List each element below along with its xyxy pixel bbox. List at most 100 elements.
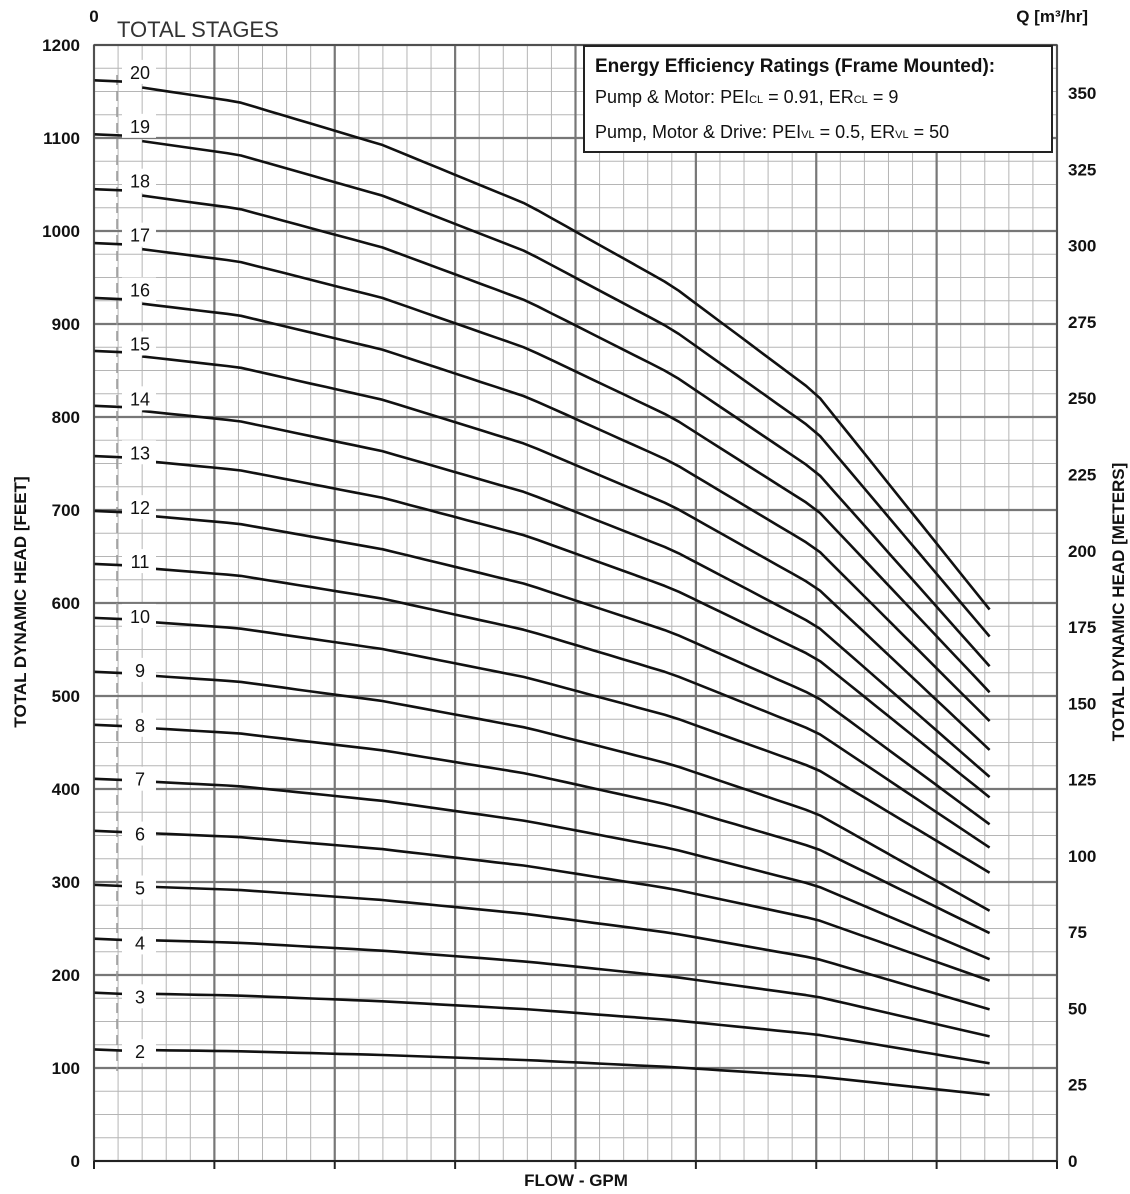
legend-row-pump-motor-drive: Pump, Motor & Drive: PEIVL = 0.5, ERVL =… [595, 116, 1041, 151]
curve-stage-3 [142, 992, 990, 1065]
legend-row2-pei-val: = 0.5, [819, 122, 866, 142]
curve-stage-6 [142, 831, 991, 982]
legend-row2-prefix: Pump, Motor & Drive: [595, 122, 768, 142]
stage-label-13: 13 [130, 443, 150, 463]
stage-label-bg [122, 113, 156, 138]
legend-row2-er-val: = 50 [913, 122, 950, 142]
y-tick-label-left: 800 [52, 408, 80, 427]
y-axis-title-right: TOTAL DYNAMIC HEAD [METERS] [1109, 463, 1128, 742]
legend-row-pump-motor: Pump & Motor: PEICL = 0.91, ERCL = 9 [595, 81, 1041, 116]
stage-label-6: 6 [135, 825, 145, 845]
legend-row2-er: ER [870, 122, 896, 142]
stage-label-bg [122, 875, 156, 900]
stage-label-16: 16 [130, 281, 150, 301]
y-tick-label-right: 75 [1068, 923, 1087, 942]
stage-label-bg [122, 277, 156, 302]
legend-row1-er: ER [828, 87, 854, 107]
y-tick-label-left: 900 [52, 315, 80, 334]
axes [93, 44, 1058, 1169]
stage-label-bg [122, 930, 156, 955]
curve-stage-4 [142, 938, 990, 1038]
stage-label-bg [122, 766, 156, 791]
y-tick-label-right: 100 [1068, 847, 1096, 866]
curve-stage-5 [142, 885, 990, 1011]
y-tick-label-right: 175 [1068, 618, 1096, 637]
y-tick-label-left: 200 [52, 966, 80, 985]
y-tick-label-left: 0 [71, 1152, 80, 1171]
stage-label-8: 8 [135, 716, 145, 736]
curve-stage-2 [142, 1048, 990, 1097]
stage-label-bg [122, 821, 156, 846]
y-tick-label-right: 50 [1068, 999, 1087, 1018]
stage-label-bg [122, 1039, 156, 1064]
y-tick-label-left: 300 [52, 873, 80, 892]
stage-label-12: 12 [130, 498, 150, 518]
y-tick-label-right: 275 [1068, 313, 1096, 332]
stage-label-bg [122, 386, 156, 411]
y-tick-label-right: 150 [1068, 694, 1096, 713]
stage-label-3: 3 [135, 987, 145, 1007]
y-tick-label-right: 125 [1068, 771, 1096, 790]
legend-row2-er-sub: VL [895, 129, 909, 141]
curve-stage-13 [142, 459, 991, 799]
y-tick-label-left: 100 [52, 1059, 80, 1078]
stage-label-bg [122, 168, 156, 193]
x-tick-label-top: 0 [89, 7, 98, 26]
stage-label-11: 11 [131, 552, 150, 572]
curve-stage-9 [142, 673, 991, 912]
stage-label-bg [122, 657, 156, 682]
y-tick-label-left: 1100 [43, 129, 80, 148]
legend-row1-pei: PEI [720, 87, 750, 107]
stage-labels: 2 3 4 5 6 7 8 9 10 11 12 13 14 15 16 17 18 19 20 [122, 59, 156, 1064]
stage-label-2: 2 [135, 1042, 145, 1062]
stage-label-15: 15 [130, 334, 150, 354]
curve-stage-20 [141, 86, 991, 611]
stage-label-17: 17 [130, 226, 150, 246]
curve-stage-11 [142, 566, 991, 849]
tick-labels: 0100200300400500600700800900100011001200… [42, 7, 1096, 1171]
y-tick-label-right: 225 [1068, 465, 1096, 484]
curve-stage-17 [142, 247, 991, 694]
legend-row1-er-sub: CL [853, 94, 868, 106]
legend-row1-pei-sub: CL [749, 94, 764, 106]
y-tick-label-right: 350 [1068, 84, 1096, 103]
top-axis-title: Q [m³/hr] [1016, 7, 1088, 26]
stage-label-10: 10 [130, 607, 150, 627]
curve-stage-16 [142, 302, 991, 723]
stage-label-7: 7 [135, 770, 145, 790]
y-tick-label-left: 500 [52, 687, 80, 706]
y-tick-label-left: 600 [52, 594, 80, 613]
stage-label-20: 20 [130, 63, 150, 83]
total-stages-heading: TOTAL STAGES [117, 17, 279, 42]
curve-stage-10 [142, 620, 991, 874]
stage-label-bg [122, 331, 156, 356]
stage-label-bg [122, 495, 156, 520]
stage-label-bg [122, 222, 156, 247]
y-tick-label-right: 250 [1068, 389, 1096, 408]
stage-label-19: 19 [130, 117, 150, 137]
curve-stage-15 [142, 355, 991, 751]
stage-label-bg [122, 59, 156, 84]
y-tick-label-right: 0 [1068, 1152, 1077, 1171]
curve-stage-12 [142, 513, 991, 826]
legend-title: Energy Efficiency Ratings (Frame Mounted… [595, 56, 996, 77]
stage-label-bg [122, 440, 156, 465]
efficiency-legend: Energy Efficiency Ratings (Frame Mounted… [583, 45, 1053, 153]
legend-row2-pei: PEI [772, 122, 802, 142]
legend-row1-er-val: = 9 [872, 87, 899, 107]
curve-stage-19 [142, 139, 991, 638]
stage-label-bg [122, 984, 156, 1009]
curve-stage-8 [142, 726, 991, 935]
y-tick-label-right: 325 [1068, 160, 1096, 179]
stage-label-18: 18 [130, 172, 150, 192]
y-tick-label-left: 700 [52, 501, 80, 520]
legend-row1-pei-val: = 0.91, [768, 87, 824, 107]
stage-label-bg [122, 712, 156, 737]
stage-label-bg [122, 603, 156, 628]
y-tick-label-left: 1000 [42, 222, 80, 241]
stage-label-5: 5 [135, 879, 145, 899]
curve-stage-18 [142, 194, 991, 668]
legend-row1-prefix: Pump & Motor: [595, 87, 716, 107]
pump-curves [141, 86, 991, 1097]
stage-label-bg [122, 549, 156, 574]
